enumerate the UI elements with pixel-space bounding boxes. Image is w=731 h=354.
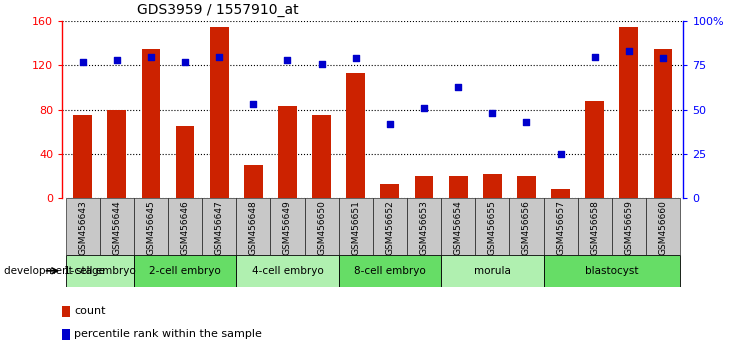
Point bbox=[623, 48, 635, 54]
Text: percentile rank within the sample: percentile rank within the sample bbox=[74, 330, 262, 339]
Text: GSM456645: GSM456645 bbox=[146, 200, 156, 255]
Bar bbox=[338, 198, 373, 255]
Text: 1-cell embryo: 1-cell embryo bbox=[64, 266, 135, 276]
Point bbox=[213, 54, 225, 59]
Bar bbox=[312, 115, 331, 198]
Bar bbox=[62, 306, 70, 317]
Bar bbox=[586, 101, 604, 198]
Bar bbox=[244, 165, 262, 198]
Point bbox=[145, 54, 156, 59]
Text: count: count bbox=[74, 307, 105, 316]
Bar bbox=[99, 198, 134, 255]
Text: blastocyst: blastocyst bbox=[585, 266, 639, 276]
Bar bbox=[62, 329, 70, 340]
Point bbox=[281, 57, 293, 63]
Bar bbox=[441, 198, 475, 255]
Bar bbox=[544, 255, 680, 287]
Bar bbox=[577, 198, 612, 255]
Text: GSM456650: GSM456650 bbox=[317, 200, 326, 255]
Bar bbox=[338, 255, 441, 287]
Bar bbox=[373, 198, 407, 255]
Text: GSM456646: GSM456646 bbox=[181, 200, 189, 255]
Text: GSM456653: GSM456653 bbox=[420, 200, 428, 255]
Text: GSM456644: GSM456644 bbox=[113, 200, 121, 255]
Point bbox=[657, 56, 669, 61]
Bar bbox=[134, 198, 168, 255]
Bar bbox=[441, 255, 544, 287]
Point bbox=[520, 119, 532, 125]
Bar bbox=[210, 27, 229, 198]
Bar bbox=[107, 110, 126, 198]
Text: 4-cell embryo: 4-cell embryo bbox=[251, 266, 323, 276]
Bar bbox=[278, 107, 297, 198]
Point bbox=[452, 84, 464, 90]
Bar bbox=[142, 49, 160, 198]
Bar bbox=[646, 198, 680, 255]
Text: GSM456643: GSM456643 bbox=[78, 200, 87, 255]
Bar bbox=[407, 198, 441, 255]
Text: GSM456655: GSM456655 bbox=[488, 200, 497, 255]
Bar bbox=[619, 27, 638, 198]
Text: GSM456651: GSM456651 bbox=[351, 200, 360, 255]
Text: GSM456660: GSM456660 bbox=[659, 200, 667, 255]
Bar bbox=[305, 198, 338, 255]
Text: GSM456658: GSM456658 bbox=[590, 200, 599, 255]
Point bbox=[77, 59, 88, 65]
Bar bbox=[654, 49, 673, 198]
Bar bbox=[449, 176, 468, 198]
Bar bbox=[551, 189, 570, 198]
Point bbox=[418, 105, 430, 111]
Text: GSM456647: GSM456647 bbox=[215, 200, 224, 255]
Point bbox=[248, 102, 260, 107]
Bar bbox=[381, 184, 399, 198]
Point bbox=[316, 61, 327, 67]
Point bbox=[555, 151, 567, 157]
Bar bbox=[134, 255, 236, 287]
Bar bbox=[346, 73, 365, 198]
Text: GSM456652: GSM456652 bbox=[385, 200, 395, 255]
Text: development stage: development stage bbox=[4, 266, 105, 276]
Bar bbox=[270, 198, 305, 255]
Bar bbox=[510, 198, 544, 255]
Point bbox=[179, 59, 191, 65]
Text: morula: morula bbox=[474, 266, 511, 276]
Bar bbox=[236, 255, 338, 287]
Bar bbox=[175, 126, 194, 198]
Text: GDS3959 / 1557910_at: GDS3959 / 1557910_at bbox=[137, 4, 298, 17]
Bar bbox=[236, 198, 270, 255]
Text: GSM456654: GSM456654 bbox=[454, 200, 463, 255]
Bar bbox=[414, 176, 433, 198]
Bar bbox=[544, 198, 577, 255]
Point bbox=[486, 110, 498, 116]
Bar bbox=[66, 198, 99, 255]
Point bbox=[111, 57, 123, 63]
Text: GSM456659: GSM456659 bbox=[624, 200, 633, 255]
Point bbox=[384, 121, 395, 127]
Text: GSM456656: GSM456656 bbox=[522, 200, 531, 255]
Text: GSM456648: GSM456648 bbox=[249, 200, 258, 255]
Text: GSM456649: GSM456649 bbox=[283, 200, 292, 255]
Bar bbox=[66, 255, 134, 287]
Bar bbox=[612, 198, 646, 255]
Point bbox=[350, 56, 362, 61]
Bar bbox=[517, 176, 536, 198]
Text: 2-cell embryo: 2-cell embryo bbox=[149, 266, 221, 276]
Bar bbox=[73, 115, 92, 198]
Text: 8-cell embryo: 8-cell embryo bbox=[354, 266, 425, 276]
Text: GSM456657: GSM456657 bbox=[556, 200, 565, 255]
Bar bbox=[168, 198, 202, 255]
Bar bbox=[483, 174, 501, 198]
Bar bbox=[475, 198, 510, 255]
Point bbox=[589, 54, 601, 59]
Bar bbox=[202, 198, 236, 255]
